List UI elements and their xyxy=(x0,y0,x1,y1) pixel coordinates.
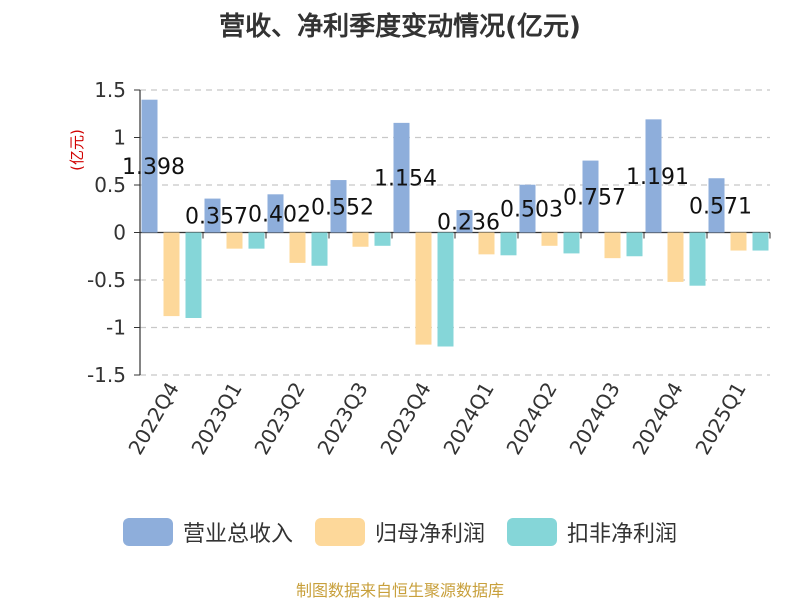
legend-label-net-profit: 归母净利润 xyxy=(374,522,485,547)
bar-revenue xyxy=(519,184,536,233)
bar-net-profit xyxy=(289,232,306,263)
legend-item-deducted-profit[interactable]: 扣非净利润 xyxy=(507,516,677,548)
y-tick-label: 1 xyxy=(113,126,126,150)
bar-revenue xyxy=(204,198,221,233)
bar-net-profit xyxy=(604,232,621,259)
data-label: 0.757 xyxy=(563,186,626,211)
bar-revenue xyxy=(141,99,158,233)
data-label: 1.154 xyxy=(374,167,437,192)
bar-deducted-profit xyxy=(752,232,769,251)
y-tick-label: -1.5 xyxy=(87,363,126,387)
legend-swatch-deducted-profit xyxy=(507,518,557,546)
y-tick-label: 0 xyxy=(113,221,126,245)
bar-revenue xyxy=(645,119,662,233)
bar-deducted-profit xyxy=(437,232,454,347)
data-label: 0.236 xyxy=(437,210,500,235)
bar-net-profit xyxy=(415,232,432,345)
legend-item-revenue[interactable]: 营业总收入 xyxy=(122,516,293,548)
bar-revenue xyxy=(582,160,599,233)
chart-title: 营收、净利季度变动情况(亿元) xyxy=(219,12,581,42)
x-tick-label: 2023Q1 xyxy=(186,378,246,459)
y-tick-label: -1 xyxy=(106,316,126,340)
data-label: 0.503 xyxy=(500,198,563,223)
bar-deducted-profit xyxy=(500,232,517,256)
y-axis-label: (亿元) xyxy=(68,129,86,171)
data-label: 1.191 xyxy=(626,165,689,190)
y-tick-label: 0.5 xyxy=(94,173,126,197)
bar-deducted-profit xyxy=(248,232,265,249)
data-label: 0.552 xyxy=(311,195,374,220)
bar-net-profit xyxy=(226,232,243,249)
legend-label-deducted-profit: 扣非净利润 xyxy=(567,522,678,547)
bar-revenue xyxy=(330,180,347,233)
legend: 营业总收入 归母净利润 扣非净利润 xyxy=(0,516,800,548)
bar-net-profit xyxy=(163,232,180,317)
bar-deducted-profit xyxy=(626,232,643,257)
bar-net-profit xyxy=(352,232,369,247)
legend-swatch-net-profit xyxy=(314,518,365,546)
data-label: 0.357 xyxy=(185,205,248,230)
bar-net-profit xyxy=(667,232,684,282)
bar-net-profit xyxy=(478,232,495,255)
x-tick-label: 2025Q1 xyxy=(690,378,750,459)
bar-deducted-profit xyxy=(311,232,328,266)
x-tick-label: 2023Q3 xyxy=(312,378,372,459)
data-label: 0.571 xyxy=(689,194,752,219)
bar-deducted-profit xyxy=(689,232,706,286)
data-source-note: 制图数据来自恒生聚源数据库 xyxy=(295,581,504,600)
y-tick-label: 1.5 xyxy=(94,78,126,102)
x-tick-label: 2022Q4 xyxy=(123,378,183,459)
bar-revenue xyxy=(393,122,410,233)
bar-net-profit xyxy=(541,232,558,246)
y-tick-label: -0.5 xyxy=(87,268,126,292)
x-tick-label: 2023Q2 xyxy=(249,378,309,459)
bar-revenue xyxy=(267,194,284,233)
x-tick-label: 2023Q4 xyxy=(375,378,435,459)
x-tick-label: 2024Q4 xyxy=(627,378,687,459)
bar-net-profit xyxy=(730,232,747,251)
bar-deducted-profit xyxy=(374,232,391,246)
legend-label-revenue: 营业总收入 xyxy=(182,522,293,547)
bar-deducted-profit xyxy=(563,232,580,254)
bar-deducted-profit xyxy=(185,232,202,318)
bar-revenue xyxy=(708,178,725,233)
x-tick-label: 2024Q2 xyxy=(501,378,561,459)
bar-revenue xyxy=(456,210,473,233)
legend-item-net-profit[interactable]: 归母净利润 xyxy=(314,516,485,548)
x-tick-label: 2024Q3 xyxy=(564,378,624,459)
data-label: 0.402 xyxy=(248,202,311,227)
x-tick-label: 2024Q1 xyxy=(438,378,498,459)
data-label: 1.398 xyxy=(122,155,185,180)
legend-swatch-revenue xyxy=(122,518,173,546)
